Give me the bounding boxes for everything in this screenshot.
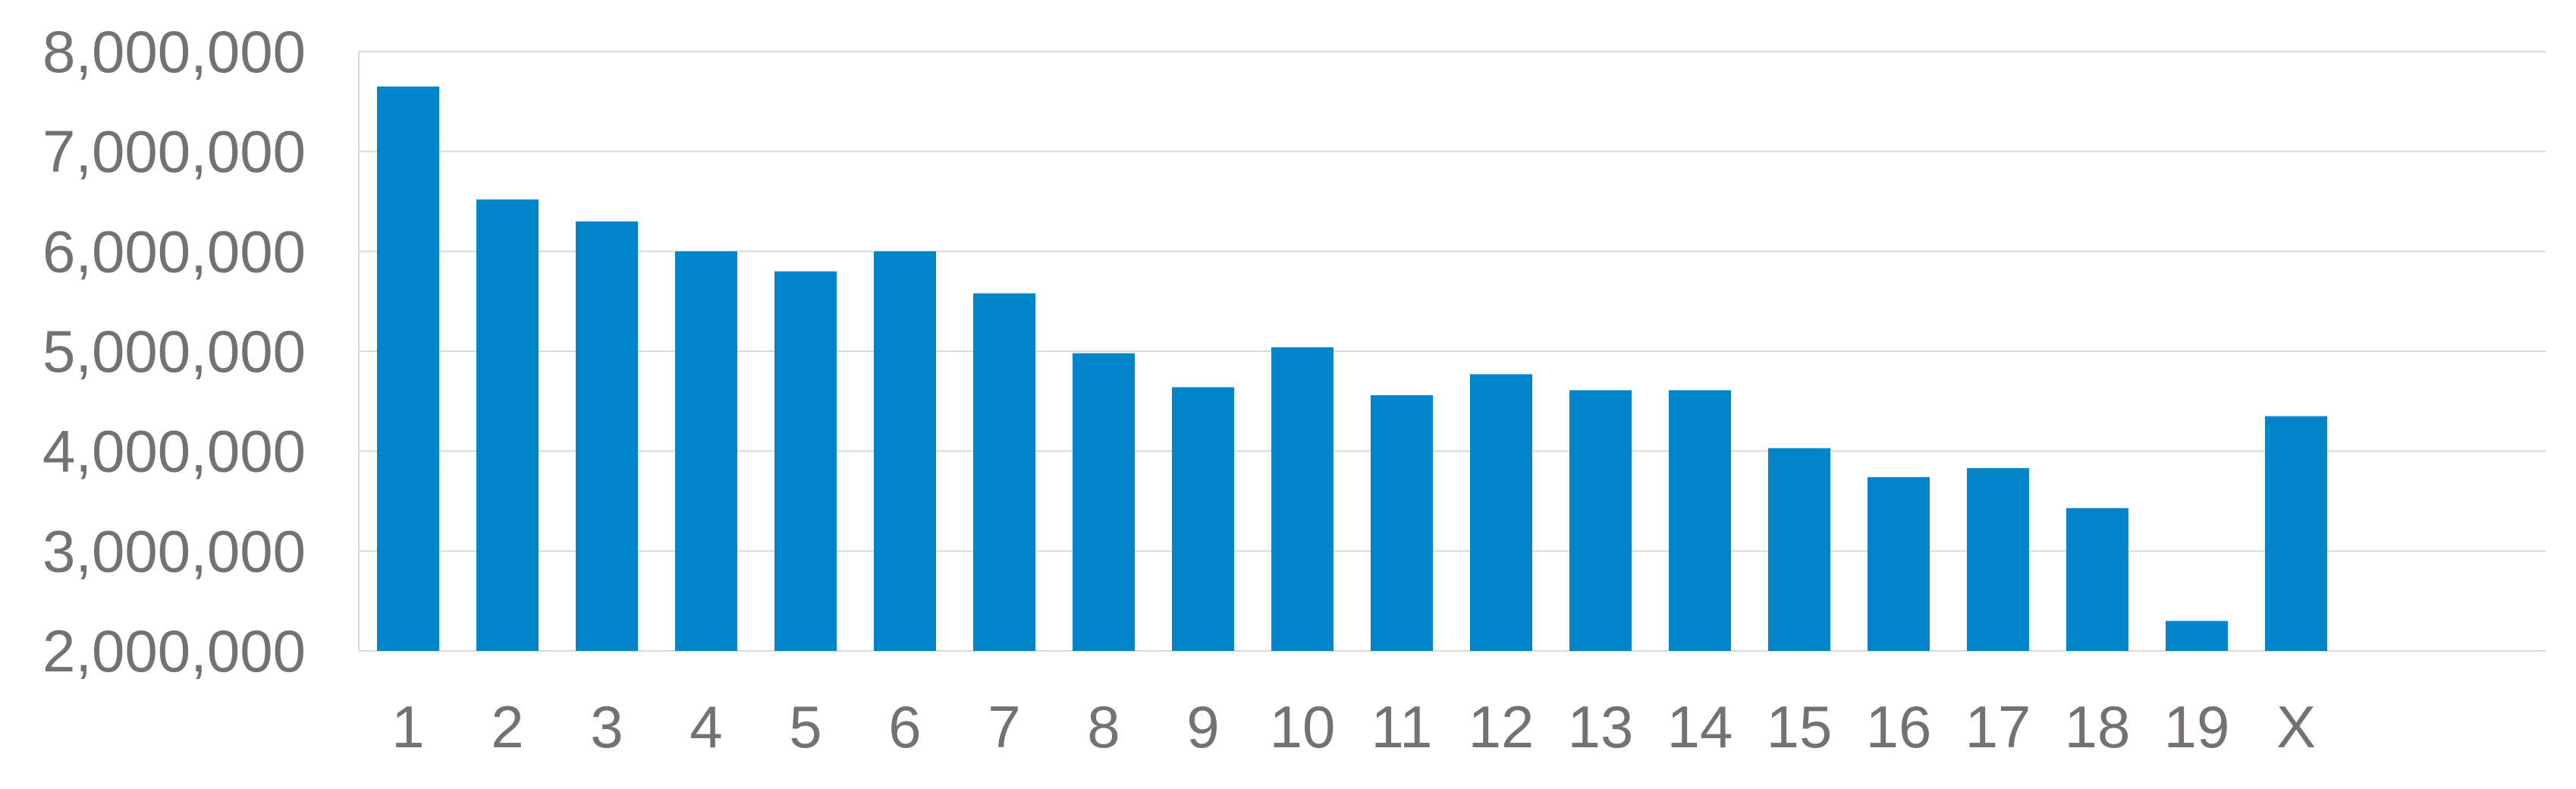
bar [1172, 387, 1234, 651]
x-tick-label: 18 [2065, 693, 2131, 760]
bars [377, 86, 2327, 652]
bar [774, 271, 837, 651]
x-tick-label: 14 [1667, 693, 1733, 760]
x-tick-label: 19 [2164, 693, 2230, 760]
bar [1967, 468, 2029, 651]
x-tick-label: 13 [1568, 693, 1634, 760]
bar [377, 86, 439, 652]
x-tick-label: 5 [789, 693, 821, 760]
x-tick-label: 3 [590, 693, 623, 760]
y-tick-label: 5,000,000 [42, 318, 306, 385]
bar [1371, 394, 1433, 651]
y-tick-label: 4,000,000 [42, 418, 306, 485]
x-tick-label: 8 [1087, 693, 1120, 760]
bar [874, 251, 936, 651]
bar [1073, 353, 1135, 651]
y-axis-tick-labels: 2,000,000 3,000,000 4,000,000 5,000,000 6,00… [42, 18, 306, 684]
x-tick-label: 17 [1965, 693, 2031, 760]
x-axis-tick-labels: 1 2 3 4 5 6 7 8 9 10 11 12 13 14 15 16 17 18 19 X [391, 693, 2316, 760]
x-tick-label: 12 [1469, 693, 1535, 760]
bar [1868, 476, 1930, 651]
x-tick-label: 15 [1767, 693, 1833, 760]
y-tick-label: 8,000,000 [42, 18, 306, 85]
bar [675, 251, 737, 651]
x-tick-label: 11 [1371, 693, 1433, 760]
bar [1768, 448, 1830, 651]
bar [2166, 621, 2228, 651]
x-tick-label: 16 [1866, 693, 1932, 760]
bar [476, 199, 539, 651]
x-tick-label: 1 [391, 693, 424, 760]
x-tick-label: 7 [988, 693, 1020, 760]
y-tick-label: 3,000,000 [42, 517, 306, 584]
bar [1470, 374, 1532, 651]
x-tick-label: 9 [1186, 693, 1219, 760]
x-tick-label: 2 [491, 693, 523, 760]
bar [576, 221, 638, 651]
x-tick-label: X [2276, 693, 2316, 760]
x-tick-label: 10 [1270, 693, 1336, 760]
x-tick-label: 4 [690, 693, 722, 760]
y-tick-label: 6,000,000 [42, 218, 306, 284]
y-tick-label: 7,000,000 [42, 118, 306, 185]
bar [2066, 508, 2128, 651]
bar [1271, 347, 1334, 651]
bar [2265, 416, 2327, 651]
bar [973, 293, 1035, 651]
y-tick-label: 2,000,000 [42, 618, 306, 684]
x-tick-label: 6 [888, 693, 921, 760]
bar [1569, 390, 1632, 651]
bar [1669, 390, 1731, 651]
